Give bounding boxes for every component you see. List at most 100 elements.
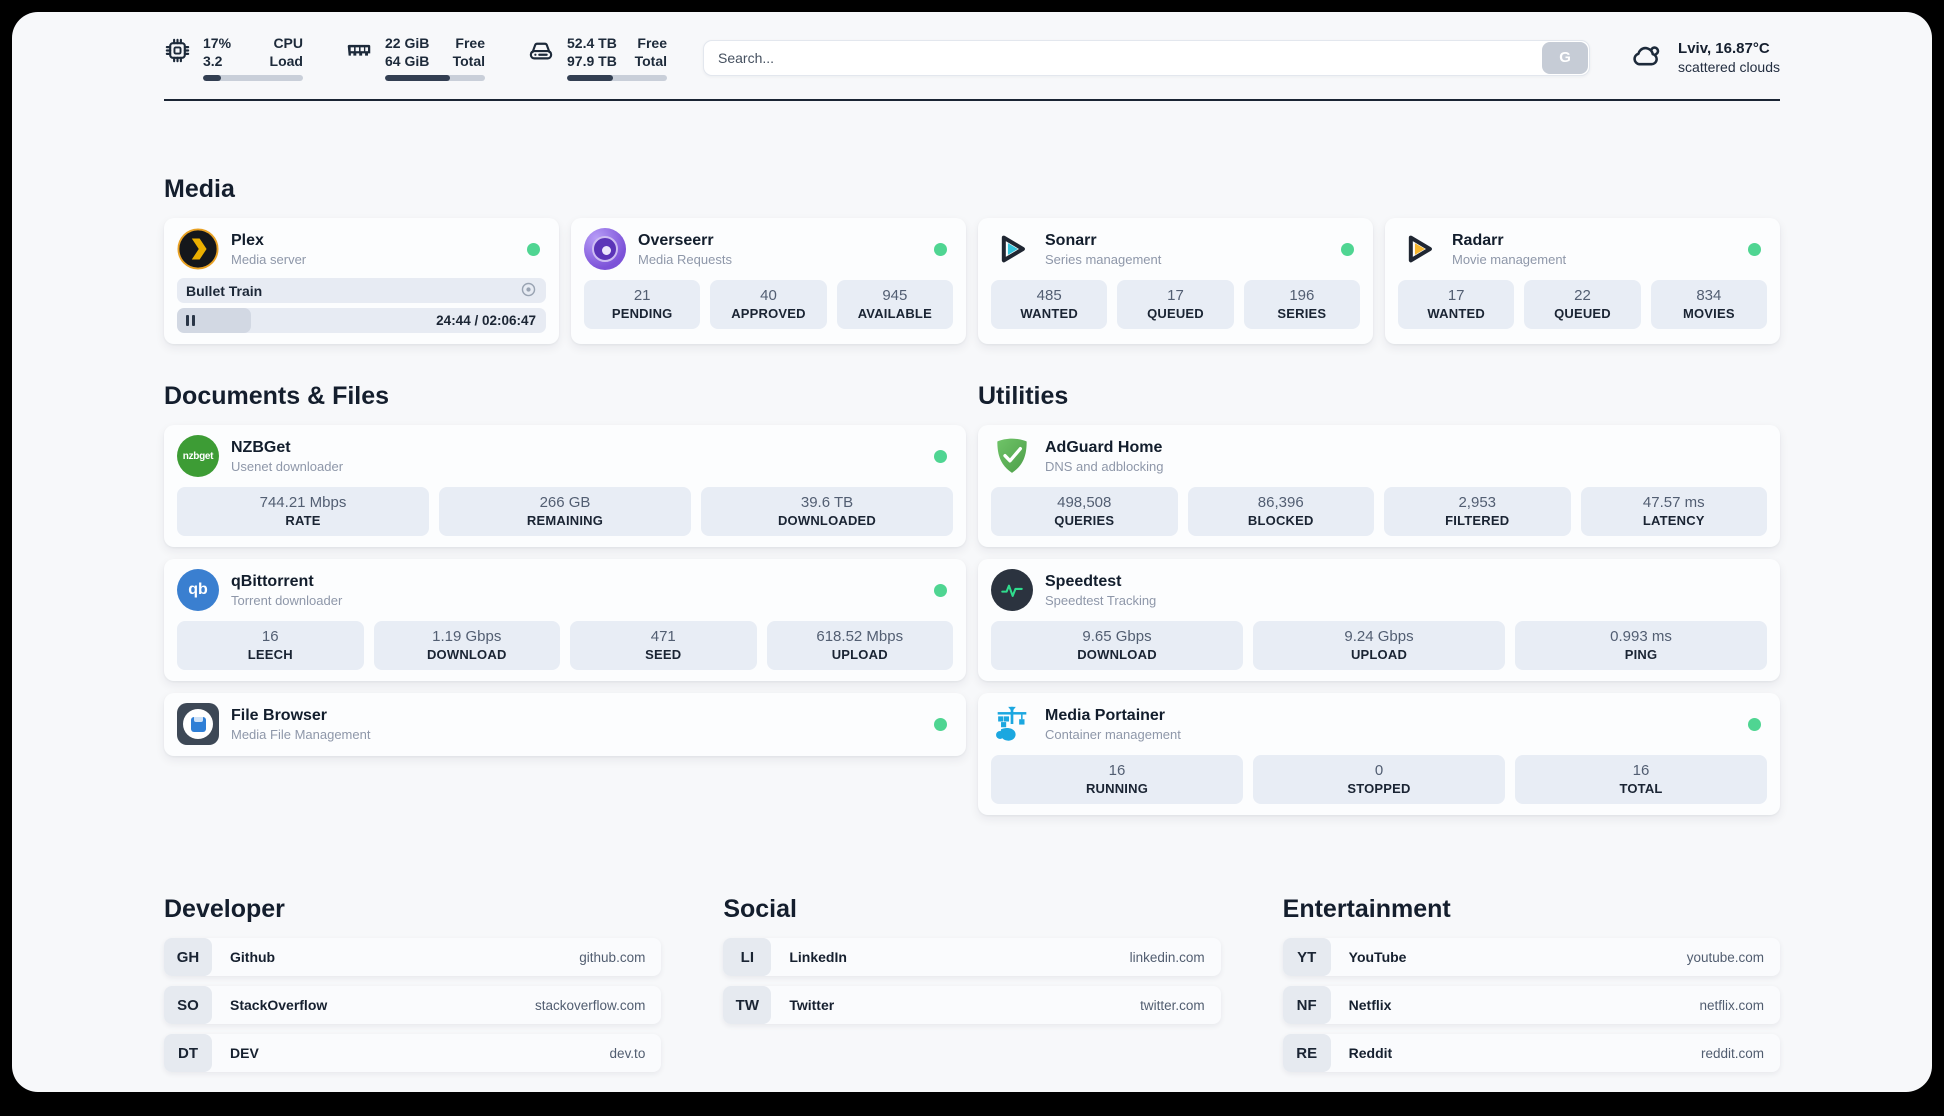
overseerr-icon [584,228,626,270]
app-title: Media Portainer [1045,707,1166,724]
stat-movies: 834 MOVIES [1650,280,1767,329]
social-column: Social LI LinkedIn linkedin.com TW Twitt… [723,895,1221,1072]
qbittorrent-icon: qb [177,569,219,611]
status-dot [934,449,947,463]
stat-available: 945 AVAILABLE [836,280,953,329]
bookmark-url: dev.to [609,1045,646,1061]
stat-downloaded: 39.6 TB DOWNLOADED [701,487,953,536]
adguard-icon [991,435,1033,477]
bookmark-name: StackOverflow [230,997,328,1013]
bookmark-tag: NF [1282,986,1331,1024]
app-card-sonarr[interactable]: Sonarr Series management 485 WANTED 17 Q… [978,218,1373,344]
bookmark-tag: TW [723,986,772,1024]
stat-running: 16 RUNNING [991,755,1243,804]
status-dot [934,583,947,597]
ram-stat-group: 22 GiB 64 GiB Free Total [345,34,485,81]
cpu-stat-group: 17% 3.2 CPU Load [164,34,303,81]
app-card-radarr[interactable]: Radarr Movie management 17 WANTED 22 QUE… [1385,218,1780,344]
bookmark-tag: RE [1282,1034,1331,1072]
app-card-overseerr[interactable]: Overseerr Media Requests 21 PENDING 40 A… [571,218,966,344]
header-divider [164,99,1780,101]
app-card-qbittorrent[interactable]: qb qBittorrent Torrent downloader 16 LEE… [164,559,966,681]
app-card-speedtest[interactable]: Speedtest Speedtest Tracking 9.65 Gbps D… [978,559,1780,681]
status-dot [1748,242,1761,256]
section-heading-social: Social [723,895,797,923]
app-title: Sonarr [1045,232,1097,249]
stat-download: 1.19 Gbps DOWNLOAD [373,621,560,670]
developer-column: Developer GH Github github.com SO StackO… [164,895,662,1072]
bookmark-tag: SO [164,986,212,1024]
app-card-adguard[interactable]: AdGuard Home DNS and adblocking 498,508 … [978,425,1780,547]
entertainment-column: Entertainment YT YouTube youtube.com NF … [1282,895,1780,1072]
bookmark-tag: GH [164,938,212,976]
app-title: Speedtest [1045,573,1122,590]
disk-labels: Free Total [634,35,667,69]
bookmark-netflix[interactable]: NF Netflix netflix.com [1282,986,1780,1024]
stat-approved: 40 APPROVED [710,280,827,329]
stat-pending: 21 PENDING [584,280,701,329]
app-subtitle: Speedtest Tracking [1045,593,1157,608]
playback-progress-bar: 24:44 / 02:06:47 [177,308,546,333]
disk-values: 52.4 TB 97.9 TB [567,35,617,69]
stat-stopped: 0 STOPPED [1253,755,1505,804]
documents-column: Documents & Files nzbget NZBGet Usenet d… [164,382,966,815]
search-engine-button[interactable]: G [1542,41,1589,74]
playback-time: 24:44 / 02:06:47 [436,313,536,328]
bookmark-youtube[interactable]: YT YouTube youtube.com [1282,938,1780,976]
weather-widget[interactable]: Lviv, 16.87°C scattered clouds [1628,38,1780,77]
bookmark-url: reddit.com [1700,1045,1764,1061]
bookmark-url: twitter.com [1140,997,1205,1013]
pause-button[interactable] [186,315,195,326]
plex-now-playing: Bullet Train 24:44 / 02:06:47 [177,278,546,333]
bookmark-linkedin[interactable]: LI LinkedIn linkedin.com [723,938,1221,976]
stat-queued: 22 QUEUED [1524,280,1641,329]
bookmark-stackoverflow[interactable]: SO StackOverflow stackoverflow.com [164,986,662,1024]
app-card-nzbget[interactable]: nzbget NZBGet Usenet downloader 744.21 M… [164,425,966,547]
ram-values: 22 GiB 64 GiB [385,35,430,69]
bookmark-tag: DT [164,1034,212,1072]
status-dot [1748,717,1761,731]
bookmark-reddit[interactable]: RE Reddit reddit.com [1282,1034,1780,1072]
stat-rate: 744.21 Mbps RATE [177,487,429,536]
app-title: Overseerr [638,232,714,249]
ram-icon [345,34,373,69]
bookmark-name: Twitter [789,997,835,1013]
search-input[interactable] [704,40,1542,75]
app-title: Radarr [1452,232,1504,249]
weather-location-temp: Lviv, 16.87°C [1678,39,1770,57]
cpu-values: 17% 3.2 [203,35,232,69]
app-subtitle: Usenet downloader [231,459,344,474]
bookmark-name: Github [230,949,276,965]
app-card-plex[interactable]: Plex Media server Bullet Train [164,218,559,344]
stat-series: 196 SERIES [1243,280,1360,329]
system-stats: 17% 3.2 CPU Load [164,34,667,81]
bookmark-url: linkedin.com [1129,949,1205,965]
bookmark-twitter[interactable]: TW Twitter twitter.com [723,986,1221,1024]
plex-icon [177,228,219,270]
stat-queries: 498,508 QUERIES [991,487,1178,536]
stat-upload: 9.24 Gbps UPLOAD [1253,621,1505,670]
bookmark-dev[interactable]: DT DEV dev.to [164,1034,662,1072]
radarr-icon [1398,228,1440,270]
app-title: AdGuard Home [1045,439,1163,456]
stat-blocked: 86,396 BLOCKED [1187,487,1374,536]
search-bar: G [703,39,1591,76]
session-target-icon[interactable] [520,281,537,301]
stat-ping: 0.993 ms PING [1515,621,1767,670]
nzbget-icon: nzbget [177,435,219,477]
app-card-filebrowser[interactable]: File Browser Media File Management [164,693,966,756]
app-title: qBittorrent [231,573,314,590]
bookmark-url: github.com [579,949,646,965]
header-bar: 17% 3.2 CPU Load [164,34,1780,81]
app-subtitle: Torrent downloader [231,593,343,608]
filebrowser-icon [177,703,219,745]
stat-seed: 471 SEED [570,621,757,670]
section-heading-developer: Developer [164,895,285,923]
status-dot [1341,242,1354,256]
bookmark-github[interactable]: GH Github github.com [164,938,662,976]
app-card-portainer[interactable]: Media Portainer Container management 16 … [978,693,1780,815]
stat-wanted: 485 WANTED [991,280,1108,329]
bookmark-name: YouTube [1348,949,1407,965]
app-subtitle: DNS and adblocking [1045,459,1164,474]
app-title: File Browser [231,707,328,724]
